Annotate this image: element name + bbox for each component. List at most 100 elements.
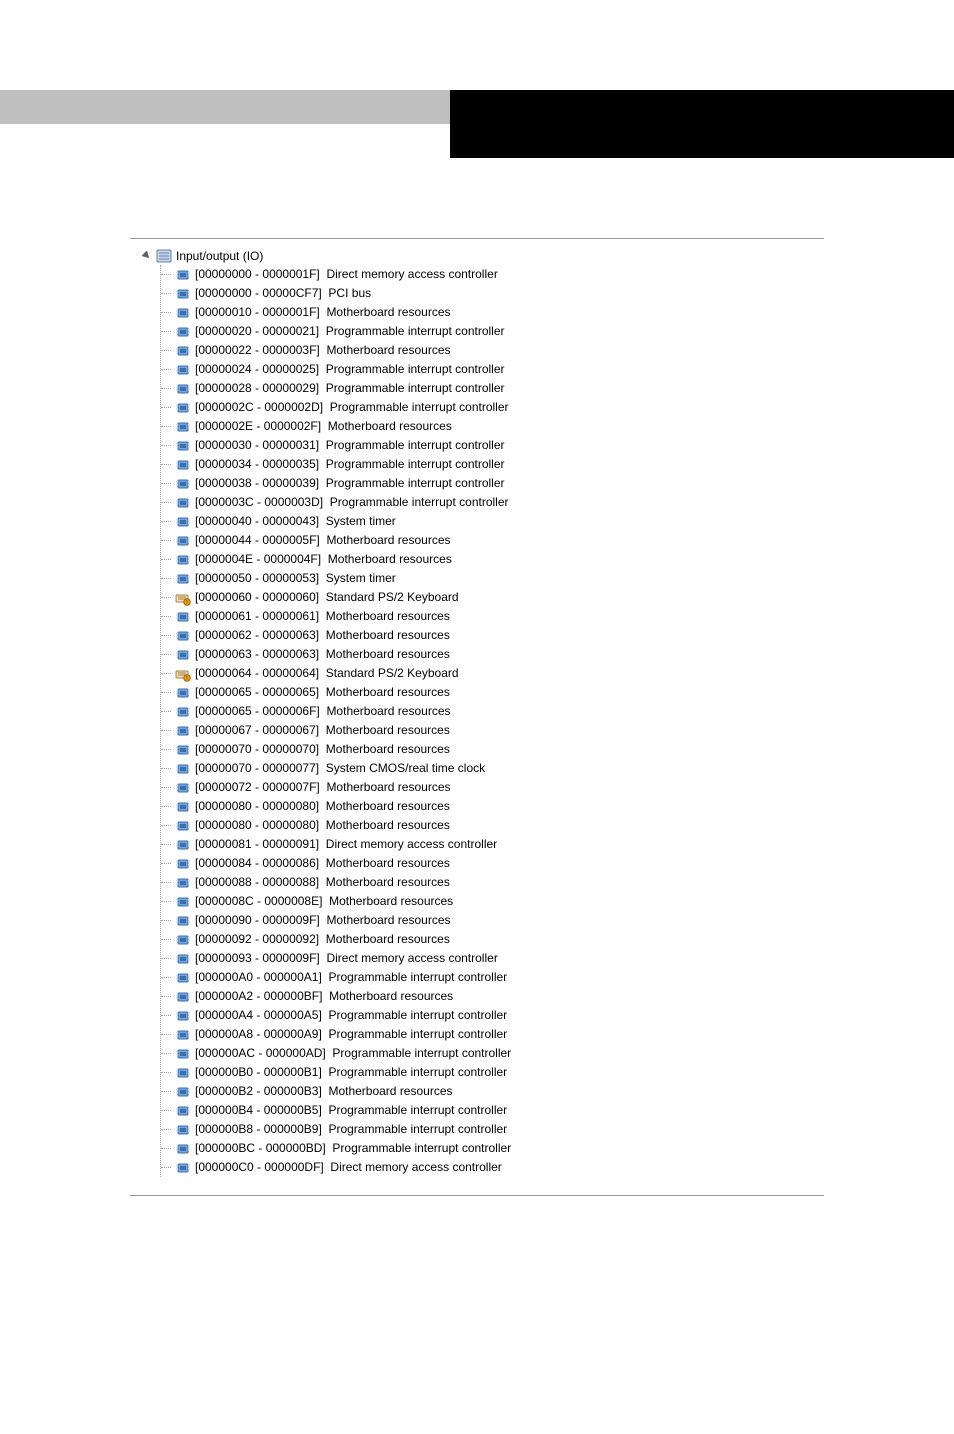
tree-item[interactable]: [000000C0 - 000000DF] Direct memory acce… <box>161 1158 824 1177</box>
tree-item[interactable]: [00000030 - 00000031] Programmable inter… <box>161 436 824 455</box>
tree-item-label: [00000065 - 00000065] Motherboard resour… <box>195 683 450 702</box>
tree-item[interactable]: [00000050 - 00000053] System timer <box>161 569 824 588</box>
tree-item[interactable]: [000000A4 - 000000A5] Programmable inter… <box>161 1006 824 1025</box>
chip-icon <box>175 609 191 625</box>
tree-item[interactable]: [000000A8 - 000000A9] Programmable inter… <box>161 1025 824 1044</box>
tree-connector <box>161 626 175 645</box>
resource-tree: Input/output (IO) [00000000 - 0000001F] … <box>142 247 824 1177</box>
tree-connector <box>161 322 175 341</box>
chip-icon <box>175 571 191 587</box>
tree-item-label: [00000050 - 00000053] System timer <box>195 569 396 588</box>
tree-item[interactable]: [0000008C - 0000008E] Motherboard resour… <box>161 892 824 911</box>
tree-item-label: [0000002C - 0000002D] Programmable inter… <box>195 398 509 417</box>
tree-item[interactable]: [00000067 - 00000067] Motherboard resour… <box>161 721 824 740</box>
tree-connector <box>161 474 175 493</box>
tree-item[interactable]: [000000A0 - 000000A1] Programmable inter… <box>161 968 824 987</box>
tree-item[interactable]: [00000065 - 0000006F] Motherboard resour… <box>161 702 824 721</box>
tree-item[interactable]: [00000063 - 00000063] Motherboard resour… <box>161 645 824 664</box>
tree-item-label: [00000062 - 00000063] Motherboard resour… <box>195 626 450 645</box>
svg-text:!: ! <box>186 676 187 682</box>
tree-item[interactable]: [0000004E - 0000004F] Motherboard resour… <box>161 550 824 569</box>
tree-item[interactable]: [00000080 - 00000080] Motherboard resour… <box>161 797 824 816</box>
tree-item[interactable]: [000000B8 - 000000B9] Programmable inter… <box>161 1120 824 1139</box>
tree-item-label: [00000070 - 00000070] Motherboard resour… <box>195 740 450 759</box>
tree-connector <box>161 778 175 797</box>
tree-item[interactable]: [0000003C - 0000003D] Programmable inter… <box>161 493 824 512</box>
chip-icon <box>175 305 191 321</box>
tree-item[interactable]: [000000B4 - 000000B5] Programmable inter… <box>161 1101 824 1120</box>
tree-item[interactable]: [0000002E - 0000002F] Motherboard resour… <box>161 417 824 436</box>
tree-connector <box>161 1006 175 1025</box>
tree-item[interactable]: [00000022 - 0000003F] Motherboard resour… <box>161 341 824 360</box>
chip-icon <box>175 951 191 967</box>
chip-icon <box>175 1046 191 1062</box>
tree-item-label: [00000030 - 00000031] Programmable inter… <box>195 436 505 455</box>
tree-item[interactable]: [00000038 - 00000039] Programmable inter… <box>161 474 824 493</box>
tree-item-label: [000000B4 - 000000B5] Programmable inter… <box>195 1101 507 1120</box>
chip-icon <box>175 1103 191 1119</box>
tree-item-label: [00000061 - 00000061] Motherboard resour… <box>195 607 450 626</box>
tree-item[interactable]: [000000A2 - 000000BF] Motherboard resour… <box>161 987 824 1006</box>
tree-item[interactable]: ! [00000064 - 00000064] Standard PS/2 Ke… <box>161 664 824 683</box>
tree-item[interactable]: [00000020 - 00000021] Programmable inter… <box>161 322 824 341</box>
chip-icon <box>175 419 191 435</box>
tree-item-label: [00000024 - 00000025] Programmable inter… <box>195 360 505 379</box>
tree-item[interactable]: [00000062 - 00000063] Motherboard resour… <box>161 626 824 645</box>
tree-item[interactable]: [00000092 - 00000092] Motherboard resour… <box>161 930 824 949</box>
tree-item[interactable]: [00000028 - 00000029] Programmable inter… <box>161 379 824 398</box>
tree-item[interactable]: [00000044 - 0000005F] Motherboard resour… <box>161 531 824 550</box>
keyboard-icon: ! <box>175 666 191 682</box>
tree-connector <box>161 512 175 531</box>
tree-item[interactable]: [00000024 - 00000025] Programmable inter… <box>161 360 824 379</box>
tree-item[interactable]: [00000072 - 0000007F] Motherboard resour… <box>161 778 824 797</box>
tree-item[interactable]: [00000088 - 00000088] Motherboard resour… <box>161 873 824 892</box>
tree-item-label: [00000034 - 00000035] Programmable inter… <box>195 455 505 474</box>
tree-item[interactable]: [00000034 - 00000035] Programmable inter… <box>161 455 824 474</box>
tree-item-label: [00000000 - 00000CF7] PCI bus <box>195 284 371 303</box>
tree-item[interactable]: [000000BC - 000000BD] Programmable inter… <box>161 1139 824 1158</box>
tree-connector <box>161 303 175 322</box>
chip-icon <box>175 685 191 701</box>
tree-item-label: [00000020 - 00000021] Programmable inter… <box>195 322 505 341</box>
tree-item[interactable]: [000000B2 - 000000B3] Motherboard resour… <box>161 1082 824 1101</box>
tree-item[interactable]: [00000010 - 0000001F] Motherboard resour… <box>161 303 824 322</box>
tree-item[interactable]: [00000080 - 00000080] Motherboard resour… <box>161 816 824 835</box>
tree-connector <box>161 265 175 284</box>
tree-item[interactable]: [00000000 - 00000CF7] PCI bus <box>161 284 824 303</box>
tree-item[interactable]: [00000040 - 00000043] System timer <box>161 512 824 531</box>
tree-item[interactable]: [00000081 - 00000091] Direct memory acce… <box>161 835 824 854</box>
tree-connector <box>161 455 175 474</box>
tree-item[interactable]: [00000090 - 0000009F] Motherboard resour… <box>161 911 824 930</box>
header-left-band <box>0 90 450 124</box>
tree-item[interactable]: [00000070 - 00000070] Motherboard resour… <box>161 740 824 759</box>
svg-text:!: ! <box>186 600 187 606</box>
tree-item-label: [00000092 - 00000092] Motherboard resour… <box>195 930 450 949</box>
chip-icon <box>175 457 191 473</box>
chip-icon <box>175 818 191 834</box>
chip-icon <box>175 780 191 796</box>
tree-root-label: Input/output (IO) <box>176 247 263 265</box>
chip-icon <box>175 1084 191 1100</box>
tree-item[interactable]: [0000002C - 0000002D] Programmable inter… <box>161 398 824 417</box>
tree-item[interactable]: [000000B0 - 000000B1] Programmable inter… <box>161 1063 824 1082</box>
tree-item[interactable]: [00000061 - 00000061] Motherboard resour… <box>161 607 824 626</box>
chip-icon <box>175 381 191 397</box>
chip-icon <box>175 438 191 454</box>
tree-item[interactable]: [00000084 - 00000086] Motherboard resour… <box>161 854 824 873</box>
chip-icon <box>175 742 191 758</box>
tree-root-row[interactable]: Input/output (IO) <box>142 247 824 265</box>
tree-item[interactable]: [00000070 - 00000077] System CMOS/real t… <box>161 759 824 778</box>
chip-icon <box>175 970 191 986</box>
tree-item[interactable]: [000000AC - 000000AD] Programmable inter… <box>161 1044 824 1063</box>
chip-icon <box>175 647 191 663</box>
tree-connector <box>161 949 175 968</box>
tree-connector <box>161 341 175 360</box>
device-tree-panel: Input/output (IO) [00000000 - 0000001F] … <box>130 238 824 1196</box>
tree-item[interactable]: ! [00000060 - 00000060] Standard PS/2 Ke… <box>161 588 824 607</box>
tree-item[interactable]: [00000065 - 00000065] Motherboard resour… <box>161 683 824 702</box>
tree-connector <box>161 417 175 436</box>
collapse-icon[interactable] <box>142 251 152 261</box>
tree-item[interactable]: [00000000 - 0000001F] Direct memory acce… <box>161 265 824 284</box>
chip-icon <box>175 343 191 359</box>
tree-item[interactable]: [00000093 - 0000009F] Direct memory acce… <box>161 949 824 968</box>
